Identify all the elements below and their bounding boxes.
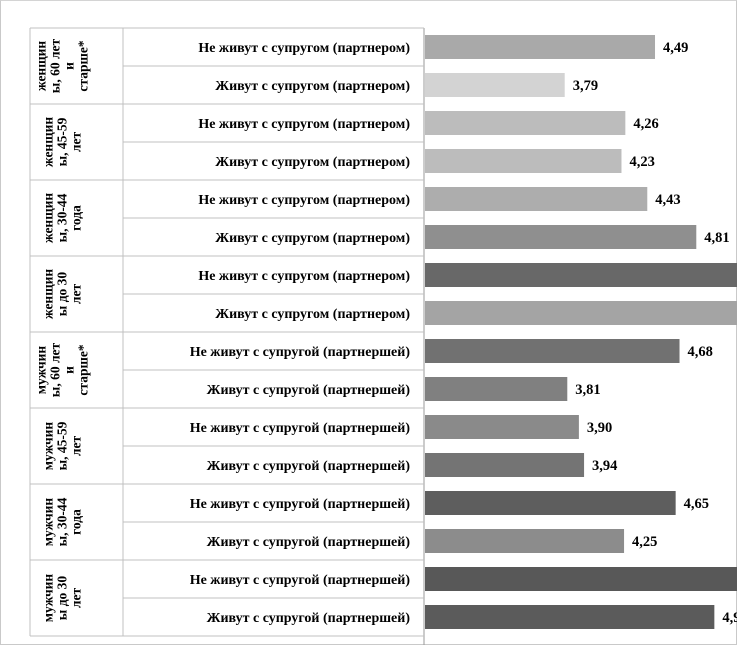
bar	[425, 529, 625, 553]
category-label: Живут с супругой (партнершей)	[207, 535, 411, 550]
group-label-line: старше*	[76, 344, 91, 395]
group-label: женщины, 30-44года	[41, 193, 84, 244]
value-label: 4,25	[632, 534, 657, 550]
value-label: 3,79	[573, 78, 598, 94]
category-label: Живут с супругой (партнершей)	[207, 611, 411, 626]
bar	[425, 339, 680, 363]
category-label: Не живут с супругой (партнершей)	[190, 421, 411, 436]
bar	[425, 605, 715, 629]
value-label: 4,43	[655, 192, 680, 208]
category-label: Живут с супругом (партнером)	[215, 231, 410, 246]
category-label: Живут с супругом (партнером)	[215, 307, 410, 322]
category-label: Не живут с супругой (партнершей)	[190, 497, 411, 512]
category-label: Живут с супругой (партнершей)	[207, 459, 411, 474]
group-label-line: и	[62, 62, 77, 70]
group-label-line: ы, 45-59	[55, 117, 70, 166]
group-label-line: мужчин	[34, 346, 49, 395]
bar	[425, 567, 737, 591]
category-label: Живут с супругом (партнером)	[215, 155, 410, 170]
group-label-line: старше*	[76, 40, 91, 91]
category-label: Не живут с супругом (партнером)	[198, 117, 410, 132]
bar	[425, 301, 737, 325]
value-label: 4,65	[684, 496, 709, 512]
value-label: 4,95	[722, 610, 737, 626]
bar	[425, 187, 648, 211]
bar	[425, 263, 737, 287]
group-label-line: и	[62, 366, 77, 374]
group-label-line: женщин	[41, 269, 56, 320]
bar	[425, 415, 579, 439]
group-label-line: ы, 45-59	[55, 421, 70, 470]
group-label-line: года	[69, 205, 84, 231]
group-label: женщины, 45-59лет	[41, 117, 84, 168]
value-label: 3,81	[575, 382, 600, 398]
category-label: Не живут с супругой (партнершей)	[190, 573, 411, 588]
category-label: Живут с супругой (партнершей)	[207, 383, 411, 398]
group-label: женщины до 30лет	[41, 269, 84, 320]
group-label-line: ы, 30-44	[55, 497, 70, 546]
bar	[425, 149, 622, 173]
group-label-line: ы до 30	[55, 576, 70, 621]
bar	[425, 453, 585, 477]
category-label: Не живут с супругом (партнером)	[198, 193, 410, 208]
bar	[425, 491, 676, 515]
group-label: женщины, 60 летистарше*	[34, 38, 91, 93]
value-label: 4,68	[688, 344, 713, 360]
value-label: 4,81	[704, 230, 729, 246]
category-label: Живут с супругом (партнером)	[215, 79, 410, 94]
value-label: 4,26	[633, 116, 658, 132]
group-label-line: мужчин	[41, 498, 56, 547]
group-label-line: ы, 60 лет	[48, 38, 63, 93]
group-label-line: ы до 30	[55, 272, 70, 317]
bar	[425, 225, 697, 249]
group-label-line: ы, 30-44	[55, 193, 70, 242]
bar	[425, 73, 565, 97]
group-label-line: ы, 60 лет	[48, 342, 63, 397]
group-label: мужчины до 30лет	[41, 574, 84, 623]
value-label: 3,94	[592, 458, 617, 474]
bar	[425, 35, 656, 59]
category-label: Не живут с супругом (партнером)	[198, 41, 410, 56]
value-label: 4,49	[663, 40, 688, 56]
group-label-line: женщин	[34, 41, 49, 92]
group-label-line: женщин	[41, 117, 56, 168]
group-label-line: года	[69, 509, 84, 535]
group-label-line: лет	[69, 588, 84, 609]
group-label: мужчины, 30-44года	[41, 497, 84, 546]
bar	[425, 377, 568, 401]
group-label-line: лет	[69, 436, 84, 457]
group-label-line: лет	[69, 284, 84, 305]
value-label: 4,23	[629, 154, 654, 170]
group-label-line: мужчин	[41, 422, 56, 471]
value-label: 3,90	[587, 420, 612, 436]
group-label-line: лет	[69, 132, 84, 153]
bar	[425, 111, 626, 135]
group-label: мужчины, 60 летистарше*	[34, 342, 91, 397]
group-label-line: женщин	[41, 193, 56, 244]
category-label: Не живут с супругом (партнером)	[198, 269, 410, 284]
group-label: мужчины, 45-59лет	[41, 421, 84, 470]
category-label: Не живут с супругой (партнершей)	[190, 345, 411, 360]
group-label-line: мужчин	[41, 574, 56, 623]
